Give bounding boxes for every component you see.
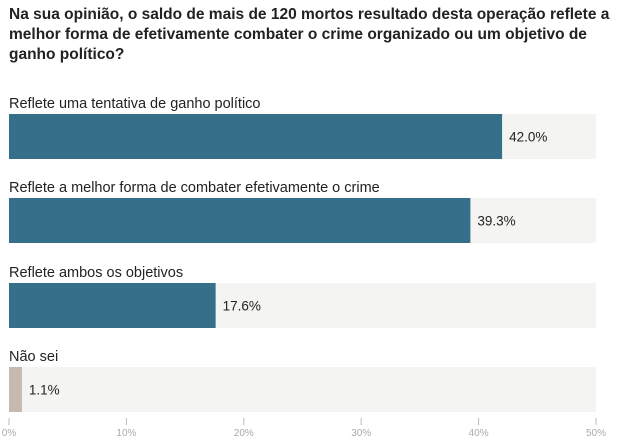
category-label: Reflete uma tentativa de ganho político [9, 96, 261, 112]
x-tick-label: 0% [2, 428, 17, 439]
category-label: Reflete a melhor forma de combater efeti… [9, 180, 380, 196]
x-tick-label: 10% [116, 428, 136, 439]
x-tick-label: 20% [234, 428, 254, 439]
x-tick-label: 30% [351, 428, 371, 439]
bar [9, 283, 216, 328]
value-label: 17.6% [223, 299, 261, 314]
bar-track [9, 367, 596, 412]
x-tick-label: 40% [469, 428, 489, 439]
value-label: 39.3% [477, 214, 515, 229]
category-label: Reflete ambos os objetivos [9, 265, 183, 281]
bar [9, 198, 471, 243]
value-label: 1.1% [29, 383, 60, 398]
category-label: Não sei [9, 349, 58, 365]
chart-title: Na sua opinião, o saldo de mais de 120 m… [9, 6, 610, 63]
value-label: 42.0% [509, 130, 547, 145]
x-tick-label: 50% [586, 428, 606, 439]
bar [9, 114, 503, 159]
bar [9, 367, 22, 412]
